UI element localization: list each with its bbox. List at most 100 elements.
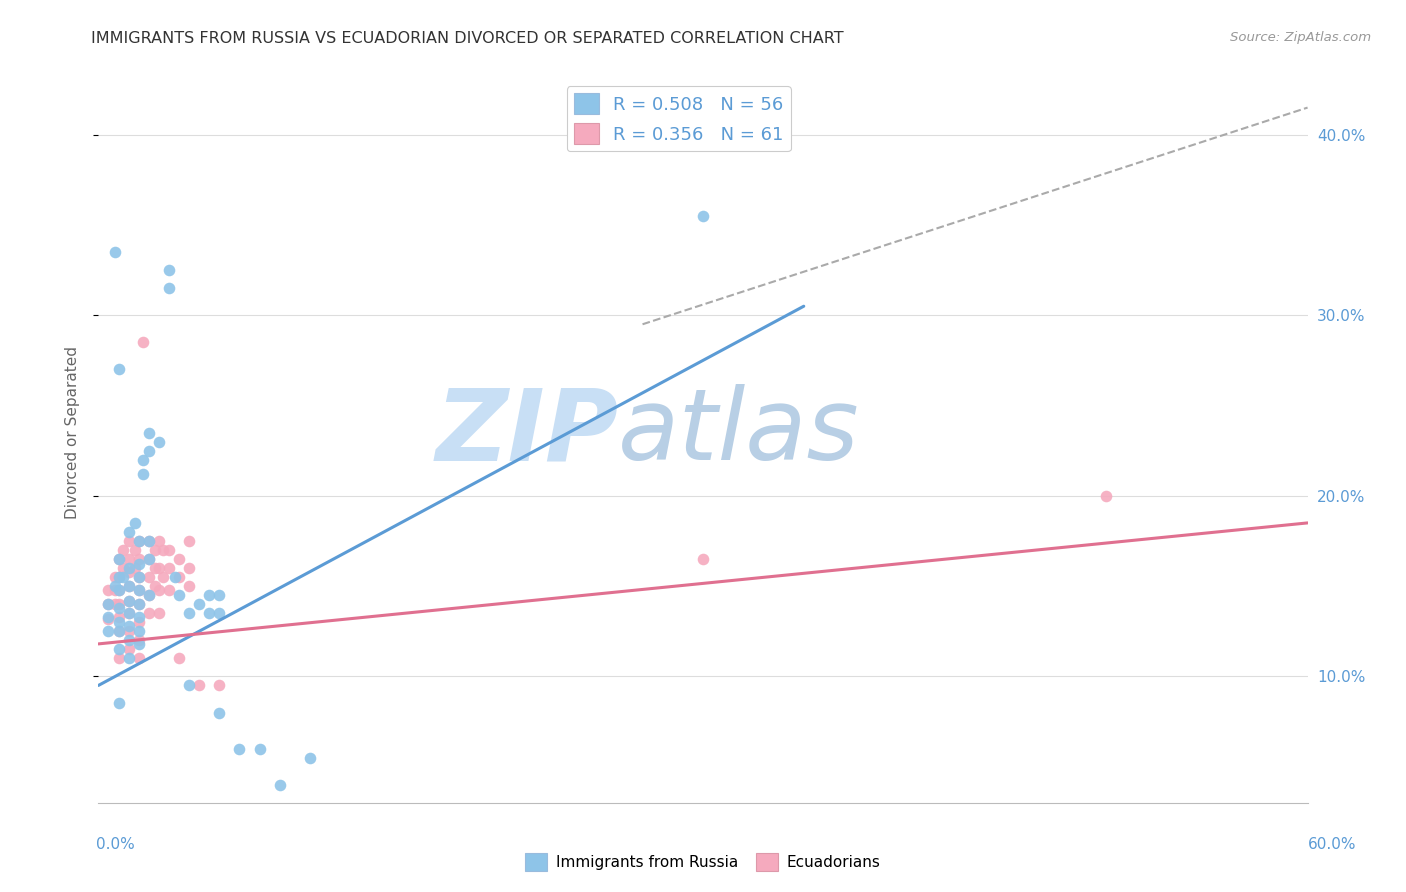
Point xyxy=(128,558,150,572)
Point xyxy=(138,588,160,602)
Point xyxy=(138,552,160,566)
Point xyxy=(692,552,714,566)
Point xyxy=(118,524,141,539)
Text: Source: ZipAtlas.com: Source: ZipAtlas.com xyxy=(1230,31,1371,45)
Point xyxy=(103,570,125,584)
Point xyxy=(118,593,141,607)
Point xyxy=(107,615,129,630)
Point xyxy=(111,570,134,584)
Point xyxy=(157,281,180,295)
Point xyxy=(148,533,170,548)
Point xyxy=(138,606,160,620)
Point xyxy=(107,362,129,376)
Point xyxy=(188,678,211,692)
Point xyxy=(167,552,190,566)
Point xyxy=(128,597,150,611)
Point xyxy=(107,582,129,597)
Point xyxy=(118,552,141,566)
Point xyxy=(198,588,221,602)
Point xyxy=(163,570,186,584)
Point xyxy=(107,624,129,639)
Point xyxy=(132,467,155,482)
Point xyxy=(107,552,129,566)
Point xyxy=(1095,489,1118,503)
Point xyxy=(107,600,129,615)
Point xyxy=(128,609,150,624)
Point xyxy=(107,570,129,584)
Point xyxy=(148,582,170,597)
Point xyxy=(97,597,120,611)
Point xyxy=(128,597,150,611)
Point xyxy=(152,570,174,584)
Point xyxy=(157,543,180,558)
Text: ZIP: ZIP xyxy=(436,384,619,481)
Point xyxy=(179,533,201,548)
Point xyxy=(179,579,201,593)
Point xyxy=(148,561,170,575)
Point xyxy=(97,612,120,626)
Point xyxy=(128,633,150,648)
Point xyxy=(132,335,155,350)
Point xyxy=(138,425,160,440)
Legend: R = 0.508   N = 56, R = 0.356   N = 61: R = 0.508 N = 56, R = 0.356 N = 61 xyxy=(567,87,792,152)
Point xyxy=(128,651,150,665)
Point xyxy=(167,570,190,584)
Point xyxy=(118,565,141,579)
Point xyxy=(107,552,129,566)
Point xyxy=(124,561,146,575)
Point xyxy=(208,588,231,602)
Point xyxy=(107,697,129,711)
Point xyxy=(107,609,129,624)
Point xyxy=(138,588,160,602)
Point xyxy=(103,245,125,260)
Point xyxy=(249,741,271,756)
Point xyxy=(118,606,141,620)
Text: 60.0%: 60.0% xyxy=(1309,838,1357,852)
Point xyxy=(118,642,141,657)
Point xyxy=(128,533,150,548)
Y-axis label: Divorced or Separated: Divorced or Separated xyxy=(65,346,80,519)
Point xyxy=(118,606,141,620)
Point xyxy=(103,597,125,611)
Point xyxy=(107,597,129,611)
Point xyxy=(128,582,150,597)
Point xyxy=(138,552,160,566)
Legend: Immigrants from Russia, Ecuadorians: Immigrants from Russia, Ecuadorians xyxy=(519,847,887,877)
Point xyxy=(124,543,146,558)
Point xyxy=(143,543,166,558)
Point xyxy=(198,606,221,620)
Point xyxy=(152,543,174,558)
Point xyxy=(208,678,231,692)
Point xyxy=(107,570,129,584)
Point xyxy=(97,597,120,611)
Point xyxy=(157,561,180,575)
Point xyxy=(107,651,129,665)
Point xyxy=(128,570,150,584)
Point xyxy=(269,778,291,792)
Point xyxy=(167,651,190,665)
Point xyxy=(179,678,201,692)
Text: atlas: atlas xyxy=(619,384,860,481)
Point xyxy=(118,561,141,575)
Point xyxy=(118,624,141,639)
Point xyxy=(208,706,231,720)
Point xyxy=(118,633,141,648)
Point xyxy=(157,263,180,277)
Point xyxy=(128,552,150,566)
Point xyxy=(128,615,150,630)
Point xyxy=(97,582,120,597)
Point xyxy=(138,533,160,548)
Point xyxy=(111,543,134,558)
Point xyxy=(124,516,146,530)
Point xyxy=(118,651,141,665)
Point xyxy=(103,579,125,593)
Point xyxy=(118,593,141,607)
Point xyxy=(143,561,166,575)
Point xyxy=(128,533,150,548)
Point xyxy=(107,582,129,597)
Point xyxy=(128,582,150,597)
Point xyxy=(118,619,141,633)
Point xyxy=(157,582,180,597)
Point xyxy=(148,434,170,449)
Point xyxy=(188,597,211,611)
